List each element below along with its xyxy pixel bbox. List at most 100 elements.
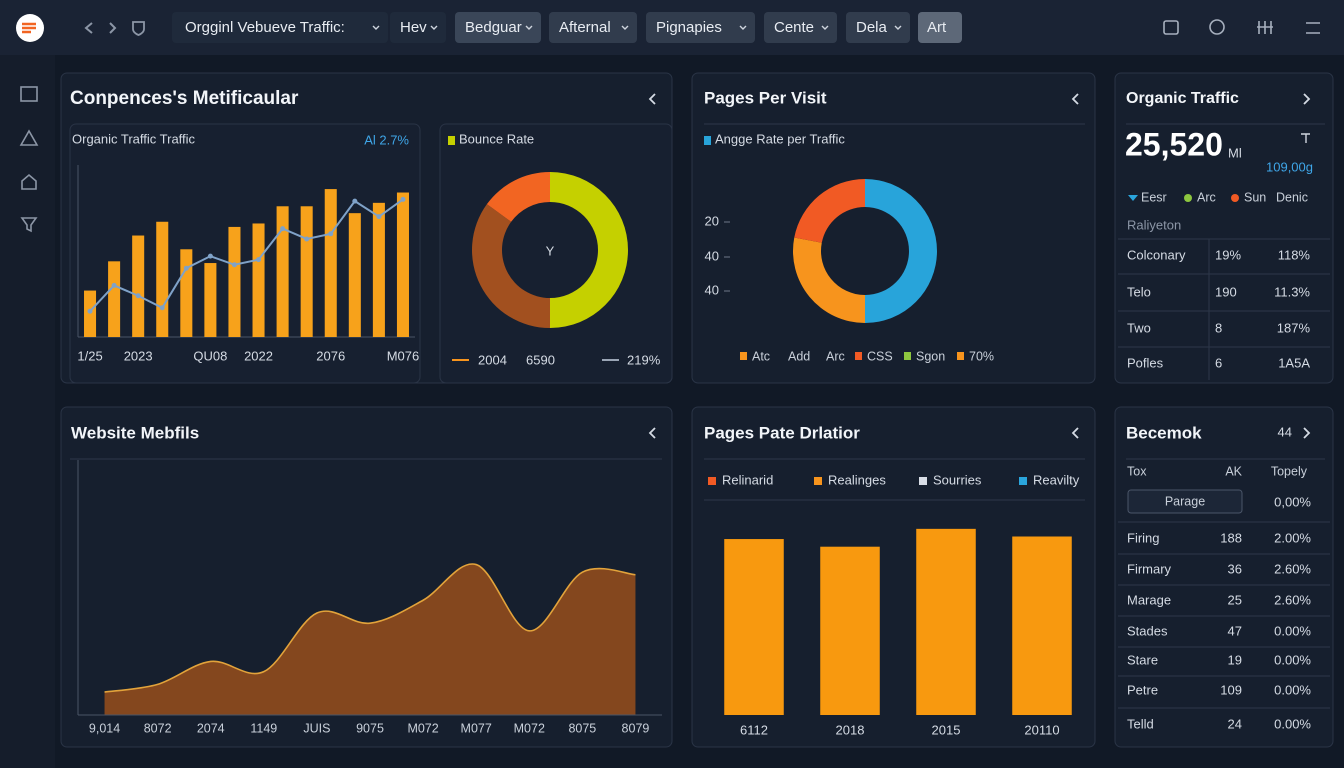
table-cell: Two xyxy=(1127,320,1151,335)
forward-button[interactable] xyxy=(109,22,117,34)
chevron-button[interactable] xyxy=(1303,93,1311,105)
legend-text: CSS xyxy=(867,349,893,363)
tab[interactable] xyxy=(764,12,837,43)
table-cell: 8 xyxy=(1215,320,1222,335)
trend-point xyxy=(135,293,141,299)
tab-label: Dela xyxy=(856,19,888,36)
table-cell: 2.00% xyxy=(1274,530,1311,545)
tab[interactable] xyxy=(549,12,637,43)
trend-point xyxy=(159,305,165,311)
trend-point xyxy=(304,236,310,242)
filter-icon[interactable] xyxy=(20,217,38,233)
dropdown-caret xyxy=(430,25,438,30)
tab[interactable] xyxy=(390,12,446,43)
panel-title: Conpences's Metificaular xyxy=(70,88,299,109)
panel-title: Pages Pate Drlatior xyxy=(704,423,860,442)
trend-point xyxy=(400,196,406,202)
area-line xyxy=(104,563,636,693)
x-tick-label: 6112 xyxy=(740,722,768,737)
table-icon[interactable] xyxy=(20,86,38,102)
axis-label: 20 xyxy=(705,213,719,228)
x-tick-label: QU08 xyxy=(193,348,227,363)
donut-segment xyxy=(865,179,937,323)
card-subtitle: Angge Rate per Traffic xyxy=(715,131,845,146)
tab[interactable] xyxy=(846,12,910,43)
donut-segment xyxy=(794,179,865,243)
bar xyxy=(1012,536,1072,715)
legend-text: Reavilty xyxy=(1033,472,1080,487)
layout-icon[interactable] xyxy=(1163,20,1179,35)
table-cell: 0.00% xyxy=(1274,682,1311,697)
table-cell: Petre xyxy=(1127,682,1158,697)
logo-lines xyxy=(22,22,36,34)
trend-point xyxy=(231,262,237,268)
legend-swatch xyxy=(855,352,862,360)
table-cell: 187% xyxy=(1277,320,1311,335)
bar xyxy=(372,202,385,337)
column-header: AK xyxy=(1225,464,1242,478)
home-icon[interactable] xyxy=(21,173,37,190)
tab[interactable] xyxy=(918,12,962,43)
x-tick-label: M076 xyxy=(387,348,420,363)
x-tick-label: 2015 xyxy=(932,722,961,737)
trend-point xyxy=(87,308,93,314)
bar xyxy=(204,263,217,337)
panel xyxy=(1114,72,1334,384)
legend-swatch xyxy=(1019,477,1027,485)
toolbar-icons xyxy=(1163,19,1320,35)
table-cell: Firing xyxy=(1127,530,1160,545)
button-label: Parage xyxy=(1165,494,1205,508)
chevron-button[interactable] xyxy=(648,93,656,105)
donut-segment xyxy=(550,172,628,328)
card-title: Bounce Rate xyxy=(459,131,534,146)
table-cell: 188 xyxy=(1220,530,1242,545)
legend-swatch xyxy=(448,136,455,145)
chevron-button[interactable] xyxy=(1303,427,1311,439)
dropdown-caret xyxy=(894,25,902,30)
legend-swatch xyxy=(919,477,927,485)
dropdown-caret xyxy=(621,25,629,30)
chevron-button[interactable] xyxy=(648,427,656,439)
dropdown-caret xyxy=(372,25,380,30)
tab[interactable] xyxy=(172,12,388,43)
tab[interactable] xyxy=(646,12,755,43)
legend-swatch xyxy=(957,352,964,360)
table-cell: Telo xyxy=(1127,284,1151,299)
count-label: 44 xyxy=(1278,424,1292,439)
table-cell: 0,00% xyxy=(1274,494,1311,509)
clock-icon[interactable] xyxy=(1209,19,1225,35)
bar xyxy=(84,290,97,337)
legend-text: 2004 xyxy=(478,352,507,367)
tab[interactable] xyxy=(455,12,541,43)
x-tick-label: 9,014 xyxy=(89,721,120,735)
card-title: Organic Traffic Traffic xyxy=(72,131,196,146)
bar xyxy=(108,261,121,337)
trend-point xyxy=(352,198,358,204)
area-fill xyxy=(104,563,636,715)
x-tick-label: M072 xyxy=(514,721,545,735)
chart-icon[interactable] xyxy=(19,129,39,146)
legend-marker xyxy=(1184,194,1192,202)
chevron-button[interactable] xyxy=(1071,93,1079,105)
shield-icon[interactable] xyxy=(132,21,145,36)
column-header: Topely xyxy=(1271,464,1308,478)
legend-text: 219% xyxy=(627,352,661,367)
bar xyxy=(324,189,337,337)
tab-label: Hev xyxy=(400,19,427,36)
trend-point xyxy=(280,226,286,232)
legend-text: Atc xyxy=(752,349,770,363)
menu-icon[interactable] xyxy=(1306,22,1320,34)
back-button[interactable] xyxy=(84,22,93,34)
table-cell: Stades xyxy=(1127,623,1168,638)
x-tick-label: 2018 xyxy=(836,722,865,737)
table-cell: 2.60% xyxy=(1274,561,1311,576)
dropdown-caret xyxy=(821,25,829,30)
bar xyxy=(156,221,169,337)
table-cell: 47 xyxy=(1228,623,1242,638)
donut-segment xyxy=(793,237,865,324)
button[interactable] xyxy=(1127,489,1243,514)
x-tick-label: 8072 xyxy=(144,721,172,735)
chevron-button[interactable] xyxy=(1071,427,1079,439)
tools-icon[interactable] xyxy=(1257,21,1273,34)
